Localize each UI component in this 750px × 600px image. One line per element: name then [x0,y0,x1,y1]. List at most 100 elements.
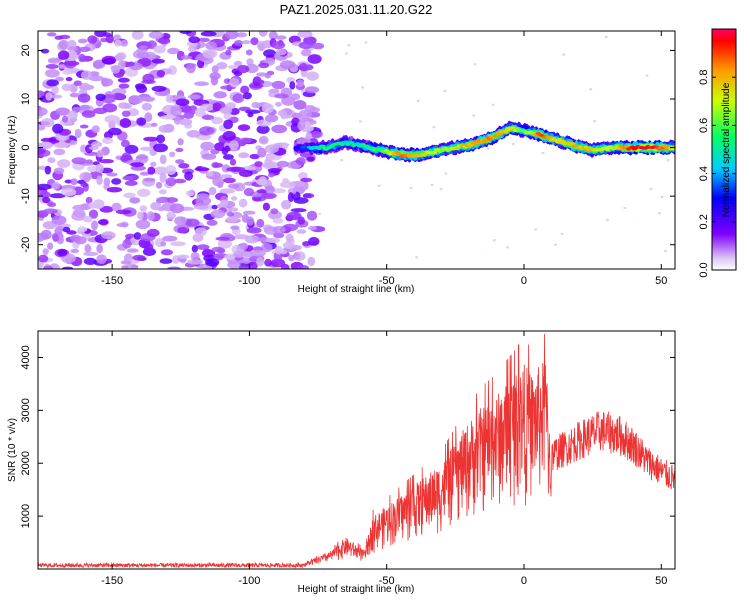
noise-blob [472,114,476,117]
x-tick-label: 0 [521,575,527,587]
noise-blob [162,235,178,242]
noise-blob [264,114,279,123]
noise-blob [307,54,322,64]
noise-blob [51,181,60,190]
noise-blob [186,130,201,138]
noise-blob [239,137,252,144]
noise-blob [604,35,608,39]
noise-blob [56,225,64,231]
noise-blob [220,199,228,207]
x-tick-label: 0 [521,275,527,287]
noise-blob [238,198,248,208]
colorbar-gradient [712,29,736,270]
noise-blob [155,181,163,189]
noise-blob [645,74,649,77]
noise-blob [288,254,295,262]
x-tick-label: -100 [238,575,260,587]
noise-blob [82,172,91,183]
noise-blob [46,79,59,87]
noise-blob [430,183,434,187]
noise-blob [167,266,181,269]
noise-blob [165,94,174,103]
noise-blob [224,253,236,260]
colorbar-tick-label: 0.6 [698,118,710,133]
noise-blob [274,35,287,40]
noise-blob [261,192,277,199]
noise-blob [228,77,240,88]
noise-blob [247,261,258,269]
noise-blob [286,211,302,221]
noise-blob [127,61,135,67]
noise-blob [159,258,173,264]
noise-blob [129,197,141,204]
noise-blob [61,83,73,92]
noise-blob [264,73,271,79]
y-tick-label: 0 [20,145,32,151]
noise-blob [153,45,166,54]
noise-blob [96,254,107,264]
y-tick-label: 3000 [20,398,32,422]
noise-blob [223,112,232,120]
noise-blob [65,77,73,82]
noise-blob [70,248,80,254]
noise-blob [541,151,545,155]
noise-blob [295,157,306,166]
noise-blob [279,181,296,189]
noise-blob [205,171,214,177]
noise-blobs [38,31,670,269]
noise-blob [38,124,46,131]
noise-blob [57,248,68,257]
noise-blob [235,32,248,38]
ridge-cell [618,144,624,148]
noise-blob [246,227,262,234]
noise-blob [51,215,67,225]
noise-blob [268,173,275,178]
noise-blob [244,235,260,244]
noise-blob [141,102,152,111]
noise-blob [58,39,69,50]
noise-blob [297,120,306,131]
noise-blob [491,103,495,106]
noise-blob [79,82,91,91]
noise-blob [224,31,239,40]
y-tick-label: -20 [20,237,32,253]
noise-blob [122,175,133,181]
y-tick-label: 2000 [20,451,32,475]
noise-blob [238,169,253,177]
noise-blob [118,102,130,109]
noise-blob [194,167,210,172]
noise-blob [79,104,90,111]
noise-blob [250,249,266,257]
noise-blob [296,79,305,87]
noise-blob [87,35,98,44]
colorbar-tick-label: 0.2 [698,214,710,229]
noise-blob [226,166,241,172]
noise-blob [184,218,200,227]
noise-blob [136,84,148,94]
noise-blob [293,100,307,110]
noise-blob [308,225,317,231]
noise-blob [97,219,109,225]
y-tick-label: 4000 [20,345,32,369]
noise-blob [212,176,225,187]
y-tick-label: 20 [20,44,32,56]
noise-blob [49,193,66,199]
noise-blob [358,120,362,123]
noise-blob [190,251,200,261]
noise-blob [228,207,239,212]
noise-blob [184,171,194,181]
noise-blob [205,258,220,267]
noise-blob [188,36,200,44]
noise-blob [67,46,78,51]
noise-blob [91,125,100,134]
noise-blob [177,138,184,146]
noise-blob [290,93,301,101]
noise-blob [62,115,69,123]
x-tick-label: 50 [655,275,667,287]
y-tick-label: 10 [20,93,32,105]
noise-blob [80,144,87,153]
noise-blob [247,112,254,118]
noise-blob [345,52,348,55]
noise-blob [47,242,54,250]
noise-blob [310,131,322,138]
